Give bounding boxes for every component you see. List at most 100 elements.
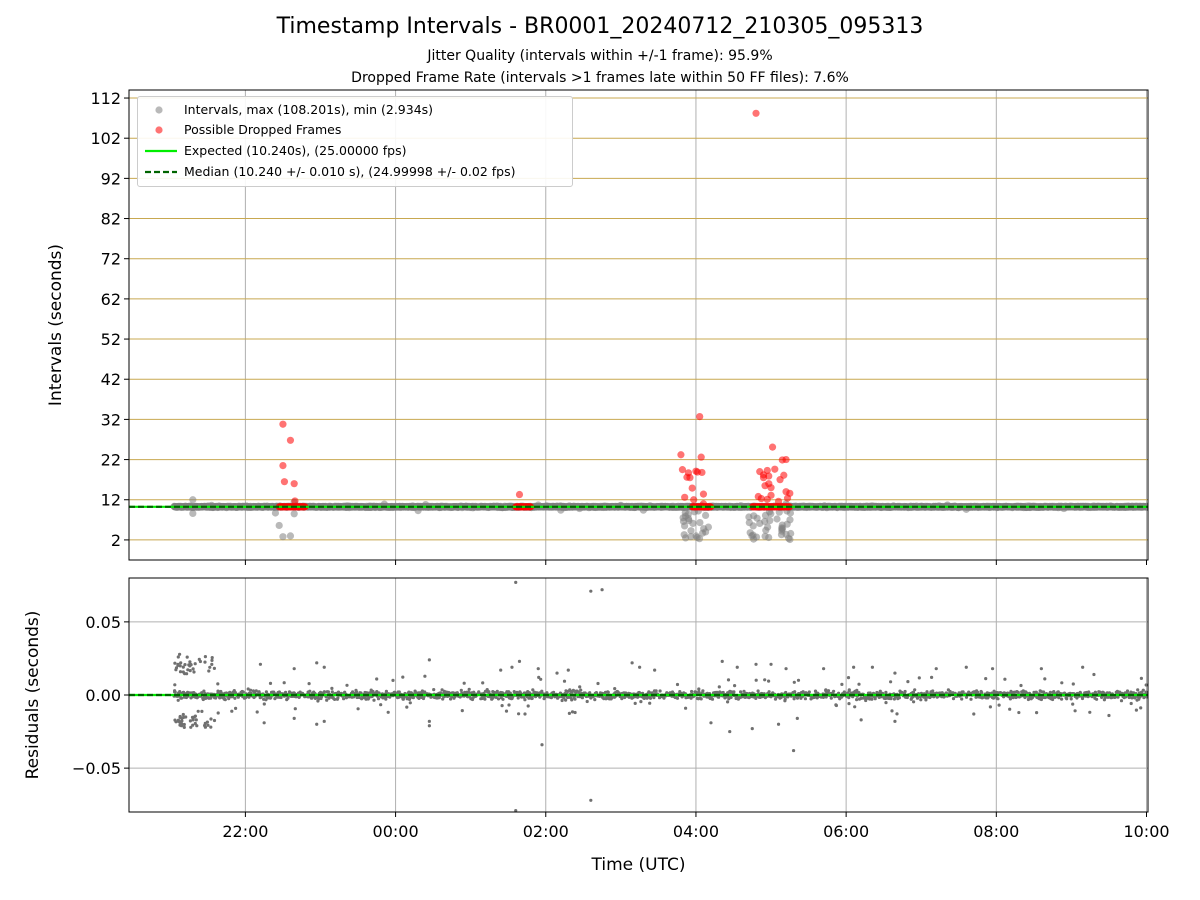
interval-point — [1149, 503, 1156, 510]
interval-point — [1150, 504, 1157, 511]
interval-point — [1164, 503, 1171, 510]
interval-point — [773, 515, 781, 523]
residual-point — [369, 691, 373, 695]
residual-point — [855, 698, 859, 702]
interval-point — [1173, 503, 1180, 510]
interval-point — [1161, 504, 1168, 511]
residual-point — [606, 690, 610, 695]
interval-point — [1157, 503, 1164, 510]
residual-point — [241, 690, 245, 694]
residual-point — [870, 697, 874, 701]
interval-point — [1153, 503, 1160, 510]
dropped-frame-point — [690, 496, 698, 504]
interval-point — [1166, 504, 1173, 511]
residual-point — [494, 695, 498, 700]
residual-point — [325, 698, 329, 702]
interval-point — [1154, 503, 1161, 510]
residual-point — [372, 698, 376, 702]
dropped-frame-point — [786, 489, 794, 497]
interval-point — [1158, 503, 1165, 510]
interval-point — [1163, 503, 1170, 510]
residual-point — [873, 697, 877, 701]
interval-point — [1152, 503, 1159, 510]
interval-point — [1147, 506, 1148, 508]
interval-point — [1167, 503, 1174, 510]
interval-point — [777, 531, 786, 539]
interval-point — [1170, 503, 1177, 510]
dropped-frame-point — [515, 490, 524, 499]
interval-point — [414, 506, 422, 515]
y-tick-label: 12 — [101, 491, 121, 510]
interval-point — [766, 517, 774, 525]
residual-point — [264, 690, 268, 694]
dropped-frame-point — [677, 451, 685, 459]
interval-point — [1149, 503, 1156, 510]
residual-point — [832, 689, 836, 693]
interval-point — [1151, 503, 1158, 510]
interval-point — [1149, 503, 1156, 510]
residual-point — [279, 695, 283, 700]
dropped-frame-point — [768, 443, 777, 451]
interval-point — [1171, 503, 1178, 510]
dropped-frame-point — [279, 461, 287, 470]
residual-point — [690, 689, 694, 694]
dropped-frame-point — [780, 471, 788, 479]
interval-point — [779, 524, 787, 532]
interval-point — [1158, 503, 1165, 510]
residual-point — [654, 689, 658, 693]
residual-point — [216, 689, 220, 693]
dropped-frame-point — [774, 497, 783, 505]
interval-point — [1158, 503, 1165, 510]
interval-point — [1172, 503, 1179, 510]
dropped-frame-point — [696, 412, 704, 421]
interval-point — [1150, 503, 1157, 510]
intervals-plot-area — [129, 90, 1181, 560]
residual-point — [579, 688, 583, 692]
intervals-axes-frame — [128, 89, 1149, 561]
interval-point — [1157, 503, 1164, 510]
dropped-frame-point — [697, 453, 705, 461]
residual-point — [847, 696, 851, 700]
interval-point — [681, 508, 689, 517]
residual-point — [495, 689, 499, 694]
residual-point — [756, 689, 760, 693]
interval-point — [1167, 503, 1174, 510]
residual-point — [710, 697, 715, 701]
residual-point — [308, 689, 312, 693]
residual-point — [397, 690, 401, 694]
residual-point — [333, 697, 337, 702]
interval-point — [1174, 503, 1181, 510]
interval-point — [286, 532, 295, 540]
residual-point — [355, 695, 359, 700]
interval-point — [1154, 503, 1161, 510]
residual-point — [793, 690, 797, 694]
interval-point — [1159, 503, 1166, 510]
interval-point — [1151, 503, 1158, 510]
residual-point — [531, 688, 535, 692]
interval-point — [290, 510, 298, 518]
interval-point — [1148, 503, 1155, 510]
interval-point — [700, 525, 708, 533]
residual-point — [662, 696, 666, 700]
interval-point — [1168, 503, 1175, 510]
residual-point — [384, 697, 388, 701]
interval-point — [1174, 504, 1181, 511]
residual-point — [202, 689, 206, 693]
interval-point — [1173, 503, 1180, 510]
residual-point — [580, 696, 585, 700]
dropped-frame-point — [767, 491, 775, 499]
residual-point — [860, 696, 864, 700]
residual-point — [701, 689, 705, 693]
interval-point — [1149, 503, 1156, 510]
interval-point — [761, 532, 769, 540]
residual-point — [658, 689, 662, 693]
residual-point — [277, 690, 281, 694]
interval-point — [1167, 503, 1174, 510]
dropped-frame-point — [698, 468, 706, 477]
dropped-frame-point — [763, 466, 771, 475]
dropped-frame-point — [699, 490, 708, 498]
dropped-frame-rate-subtitle: Dropped Frame Rate (intervals >1 frames … — [351, 70, 849, 86]
interval-point — [1160, 503, 1167, 510]
residual-point — [244, 696, 248, 700]
